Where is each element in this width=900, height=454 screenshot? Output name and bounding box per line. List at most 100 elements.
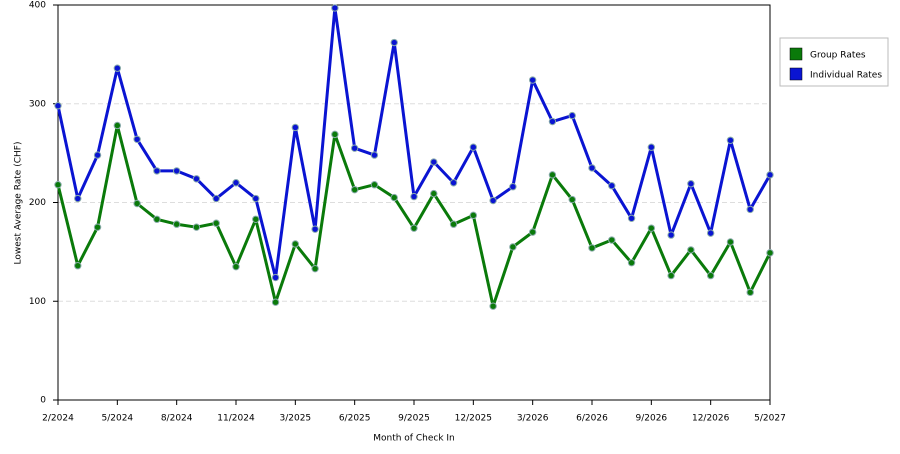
data-point — [331, 4, 339, 12]
data-point — [528, 76, 537, 84]
data-point — [390, 38, 398, 47]
data-point — [74, 194, 82, 203]
y-tick-label: 0 — [40, 396, 46, 406]
data-point — [528, 228, 537, 236]
data-point — [370, 181, 379, 189]
data-point — [153, 215, 161, 223]
data-point — [133, 199, 141, 208]
x-tick-label: 11/2024 — [217, 414, 255, 424]
y-tick-label: 400 — [29, 1, 46, 11]
data-point — [410, 192, 418, 201]
data-point — [410, 224, 418, 232]
data-point — [627, 259, 636, 267]
data-point — [449, 179, 458, 187]
data-point — [350, 144, 359, 152]
data-point — [469, 211, 478, 220]
data-point — [588, 244, 596, 252]
data-point — [390, 193, 398, 202]
x-tick-label: 2/2024 — [42, 414, 74, 424]
data-point — [469, 143, 478, 151]
data-point — [232, 262, 240, 271]
data-point — [687, 180, 695, 188]
data-point — [766, 249, 774, 257]
x-axis-title: Month of Check In — [373, 434, 455, 444]
data-point — [93, 223, 102, 231]
data-point — [232, 179, 240, 187]
data-point — [271, 298, 280, 306]
data-point — [271, 273, 280, 282]
data-point — [370, 151, 379, 159]
y-tick-label: 200 — [29, 198, 46, 208]
data-point — [252, 194, 260, 203]
x-tick-label: 5/2027 — [754, 414, 786, 424]
data-point — [489, 302, 497, 310]
data-point — [192, 223, 201, 231]
data-point — [153, 167, 161, 175]
data-point — [667, 231, 675, 239]
data-point — [568, 195, 576, 204]
x-tick-label: 3/2026 — [517, 414, 549, 424]
data-point — [74, 262, 82, 270]
legend-label: Group Rates — [810, 51, 866, 61]
data-point — [706, 229, 715, 237]
data-point — [647, 143, 656, 151]
y-axis-title: Lowest Average Rate (CHF) — [14, 142, 24, 265]
legend-swatch — [789, 47, 803, 61]
x-tick-label: 9/2026 — [635, 414, 667, 424]
data-point — [212, 194, 220, 203]
data-point — [311, 264, 319, 273]
data-point — [627, 214, 636, 223]
data-point — [192, 175, 201, 183]
data-point — [647, 224, 656, 232]
x-tick-label: 8/2024 — [161, 414, 193, 424]
legend-swatch — [789, 67, 803, 81]
data-point — [548, 171, 557, 179]
series-line — [56, 6, 772, 280]
x-tick-label: 12/2026 — [692, 414, 730, 424]
data-point — [726, 238, 735, 246]
data-point — [687, 246, 695, 254]
data-point — [449, 220, 458, 228]
data-point — [311, 225, 319, 233]
x-tick-label: 3/2025 — [279, 414, 311, 424]
data-point — [133, 135, 141, 144]
x-tick-label: 5/2024 — [101, 414, 133, 424]
data-point — [608, 182, 616, 190]
data-point — [172, 220, 181, 228]
data-point — [568, 111, 576, 120]
data-point — [430, 158, 438, 166]
data-point — [588, 164, 596, 172]
data-point — [54, 102, 62, 110]
legend-label: Individual Rates — [810, 71, 882, 81]
data-point — [746, 205, 754, 214]
series-line — [56, 123, 772, 308]
y-tick-label: 100 — [29, 297, 46, 307]
data-point — [291, 240, 300, 248]
data-point — [331, 130, 339, 139]
data-point — [113, 64, 122, 72]
data-point — [212, 219, 220, 227]
data-point — [746, 288, 754, 297]
data-point — [548, 117, 557, 126]
data-point — [172, 167, 181, 175]
data-point — [54, 181, 62, 189]
data-point — [252, 215, 260, 223]
data-point — [726, 136, 735, 144]
data-point — [113, 121, 122, 130]
y-tick-label: 300 — [29, 99, 46, 109]
data-point — [706, 271, 715, 280]
x-tick-label: 6/2025 — [339, 414, 371, 424]
data-point — [509, 243, 517, 251]
data-point — [93, 151, 102, 159]
data-point — [430, 189, 438, 198]
x-tick-label: 6/2026 — [576, 414, 608, 424]
data-point — [350, 185, 359, 194]
x-tick-label: 12/2025 — [455, 414, 492, 424]
data-point — [667, 271, 675, 280]
data-point — [608, 236, 616, 244]
x-tick-label: 9/2025 — [398, 414, 430, 424]
data-point — [291, 123, 300, 132]
data-point — [509, 183, 517, 191]
